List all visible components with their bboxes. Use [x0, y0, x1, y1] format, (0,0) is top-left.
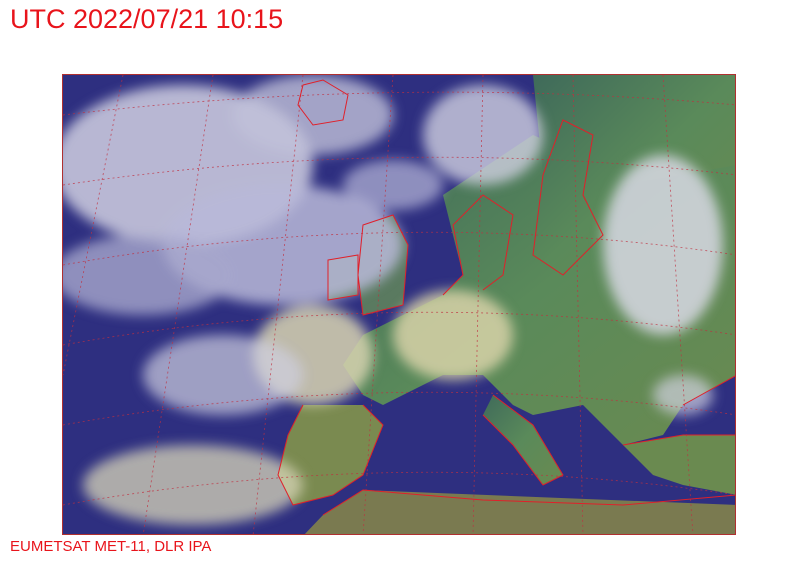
timestamp-title: UTC 2022/07/21 10:15 [10, 4, 284, 34]
image-credit: EUMETSAT MET-11, DLR IPA [10, 538, 212, 555]
clouds [63, 75, 723, 525]
coastlines [277, 79, 735, 516]
satellite-image [63, 75, 735, 534]
satellite-map [62, 74, 736, 535]
graticule [63, 75, 735, 534]
